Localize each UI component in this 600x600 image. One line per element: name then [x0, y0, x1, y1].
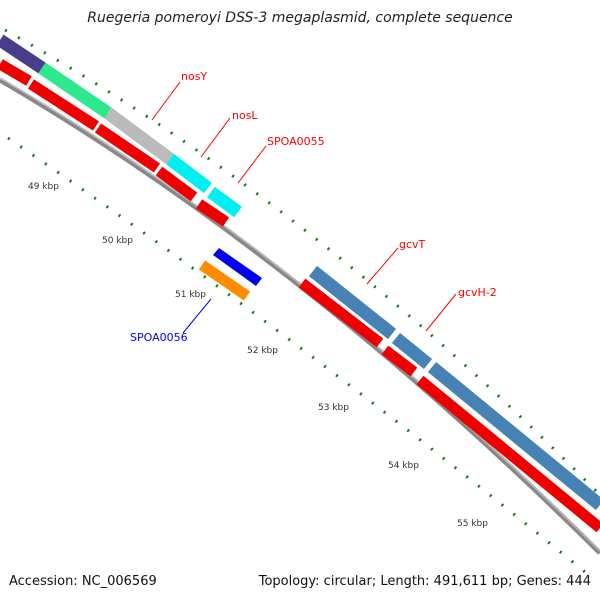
feature-cyan-spoa0055[interactable] — [207, 186, 242, 218]
feature-track — [0, 34, 600, 511]
label-nosL[interactable]: nosL — [232, 109, 258, 122]
tick-label: 51 kbp — [175, 290, 206, 300]
feature-gray-nosY[interactable] — [104, 107, 174, 165]
gene-feature[interactable] — [0, 59, 32, 86]
backbone — [0, 77, 600, 555]
leader-nosY — [151, 81, 181, 121]
leader-spoa0055 — [237, 145, 267, 184]
leader-gcvT — [366, 247, 399, 285]
tick-label: 50 kbp — [102, 236, 133, 246]
leader-gcvH-2 — [425, 293, 457, 332]
gene-feature-spoa0055[interactable] — [195, 199, 230, 227]
feature-steelblue[interactable] — [427, 361, 600, 511]
tick-label: 53 kbp — [318, 403, 349, 413]
label-leaders — [151, 81, 457, 334]
tick-label: 52 kbp — [247, 346, 278, 356]
label-spoa0055[interactable]: SPOA0055 — [267, 135, 325, 148]
map-title: Ruegeria pomeroyi DSS-3 megaplasmid, com… — [87, 10, 513, 26]
gene-feature[interactable] — [155, 166, 198, 202]
inner-tick-row — [7, 136, 586, 574]
feature-cyan-nosL[interactable] — [166, 153, 212, 194]
feature-steelblue-gcvH-2[interactable] — [391, 332, 433, 370]
feature-orange-spoa0056[interactable] — [198, 260, 251, 301]
leader-nosL — [200, 117, 231, 158]
gene-feature-gcvT[interactable] — [298, 278, 384, 348]
summary-text: Topology: circular; Length: 491,611 bp; … — [258, 574, 591, 589]
label-gcvH-2[interactable]: gcvH-2 — [458, 286, 497, 299]
backbone-highlight — [0, 77, 600, 552]
feature-purple[interactable] — [0, 34, 46, 74]
gene-feature[interactable] — [28, 79, 99, 131]
label-nosY[interactable]: nosY — [181, 70, 207, 83]
forward-track — [0, 59, 600, 533]
tick-label: 54 kbp — [388, 461, 419, 471]
tick-label: 55 kbp — [457, 519, 488, 529]
accession-text: Accession: NC_006569 — [9, 574, 157, 589]
gene-feature-gcvH-2[interactable] — [381, 345, 418, 377]
gene-feature[interactable] — [416, 375, 600, 533]
feature-green[interactable] — [38, 62, 112, 119]
label-gcvT[interactable]: gcvT — [399, 238, 426, 251]
feature-steelblue-gcvT[interactable] — [308, 265, 397, 340]
feature-blue-spoa0056[interactable] — [213, 248, 262, 286]
gene-feature[interactable] — [94, 123, 161, 173]
label-spoa0056[interactable]: SPOA0056 — [130, 331, 188, 344]
tick-label: 49 kbp — [28, 182, 59, 192]
leader-spoa0056 — [182, 298, 212, 334]
